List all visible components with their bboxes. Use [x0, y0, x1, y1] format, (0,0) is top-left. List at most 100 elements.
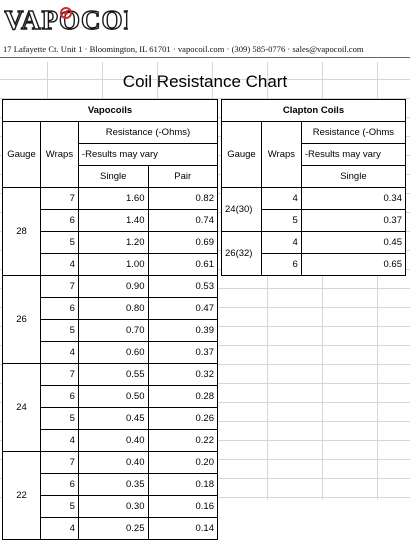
pair-value: 0.14	[147, 517, 218, 540]
single-value: 0.37	[300, 209, 407, 232]
wraps-value: 6	[39, 297, 79, 320]
table-title: Vapocoils	[2, 99, 218, 122]
column-header-gauge: Gauge	[221, 121, 262, 188]
header-row: Gauge Wraps Resistance (-Ohms)	[2, 121, 219, 188]
column-header-single: Single	[77, 165, 149, 188]
gauge-value: 22	[2, 451, 41, 540]
wraps-value: 6	[39, 209, 79, 232]
page-header: VAPOCOIL 17 Lafayette Ct. Unit 1 · Bloom…	[0, 0, 410, 62]
single-value: 0.35	[77, 473, 149, 496]
pair-value: 0.61	[147, 253, 218, 276]
pair-value: 0.69	[147, 231, 218, 254]
single-value: 0.60	[77, 341, 149, 364]
wraps-value: 6	[260, 253, 302, 276]
table-row: 6 0.35 0.18	[3, 473, 218, 496]
wraps-value: 4	[260, 231, 302, 254]
pair-value: 0.20	[147, 451, 218, 474]
wraps-value: 4	[39, 429, 79, 452]
wraps-value: 4	[260, 187, 302, 210]
gauge-value: 26	[2, 275, 41, 364]
single-value: 0.80	[77, 297, 149, 320]
single-value: 0.55	[77, 363, 149, 386]
table-row: 6 0.50 0.28	[3, 385, 218, 408]
header-row: Vapocoils	[2, 99, 218, 122]
wraps-value: 7	[39, 363, 79, 386]
vapocoil-logo: VAPOCOIL	[4, 4, 128, 35]
column-header-single: Single	[300, 165, 407, 188]
column-header-wraps: Wraps	[260, 121, 302, 188]
pair-value: 0.37	[147, 341, 218, 364]
wraps-value: 6	[39, 385, 79, 408]
column-header-resistance: Resistance (-Ohms	[300, 121, 407, 144]
table-row: 5 0.37	[222, 209, 407, 232]
single-value: 0.40	[77, 451, 149, 474]
wraps-value: 7	[39, 451, 79, 474]
wraps-value: 4	[39, 517, 79, 540]
single-value: 0.70	[77, 319, 149, 342]
single-value: 1.00	[77, 253, 149, 276]
wraps-value: 6	[39, 473, 79, 496]
gauge-value: 24	[2, 363, 41, 452]
single-value: 0.34	[300, 187, 407, 210]
pair-value: 0.28	[147, 385, 218, 408]
company-address: 17 Lafayette Ct. Unit 1 · Bloomington, I…	[3, 44, 364, 54]
table-row: 26 7 0.90 0.53	[2, 275, 218, 364]
results-note: -Results may vary	[300, 143, 407, 166]
single-value: 0.30	[77, 495, 149, 518]
single-value: 0.45	[300, 231, 407, 254]
results-note: -Results may vary	[77, 143, 219, 166]
column-header-resistance: Resistance (-Ohms)	[77, 121, 219, 144]
single-value: 0.40	[77, 429, 149, 452]
column-header-gauge: Gauge	[2, 121, 41, 188]
pair-value: 0.18	[147, 473, 218, 496]
pair-value: 0.32	[147, 363, 218, 386]
single-value: 0.50	[77, 385, 149, 408]
header-row: Gauge Wraps Resistance (-Ohms	[221, 121, 407, 188]
table-row: 6 0.65	[222, 253, 407, 276]
gauge-value: 28	[2, 187, 41, 276]
clapton-coils-table: Clapton Coils Gauge Wraps Resistance (-Ohms…	[221, 99, 407, 276]
wraps-value: 4	[39, 253, 79, 276]
svg-text:VAPOCOIL: VAPOCOIL	[4, 5, 128, 35]
pair-value: 0.47	[147, 297, 218, 320]
table-row: 5 0.70 0.39	[3, 319, 218, 342]
vapocoils-table: Vapocoils Gauge Wraps Resistance (-Ohms) -Re…	[2, 99, 219, 540]
pair-value: 0.82	[147, 187, 218, 210]
pair-value: 0.16	[147, 495, 218, 518]
single-value: 0.65	[300, 253, 407, 276]
table-row: 28 7 1.60 0.82	[2, 187, 218, 276]
wraps-value: 4	[39, 341, 79, 364]
table-row: 24(30) 4 0.34	[221, 187, 407, 232]
header-divider	[0, 57, 410, 58]
wraps-value: 5	[39, 231, 79, 254]
table-row: 24 7 0.55 0.32	[2, 363, 218, 452]
header-row: Single Pair	[3, 165, 218, 188]
single-value: 1.40	[77, 209, 149, 232]
single-value: 0.25	[77, 517, 149, 540]
pair-value: 0.39	[147, 319, 218, 342]
table-row: 6 0.80 0.47	[3, 297, 218, 320]
wraps-value: 5	[260, 209, 302, 232]
single-value: 1.60	[77, 187, 149, 210]
wraps-value: 5	[39, 495, 79, 518]
column-header-pair: Pair	[147, 165, 218, 188]
gauge-value: 24(30)	[221, 187, 262, 232]
header-row: Clapton Coils	[221, 99, 406, 122]
table-row: 5 1.20 0.69	[3, 231, 218, 254]
table-row: 4 0.40 0.22	[3, 429, 218, 452]
pair-value: 0.74	[147, 209, 218, 232]
pair-value: 0.22	[147, 429, 218, 452]
wraps-value: 7	[39, 187, 79, 210]
wraps-value: 7	[39, 275, 79, 298]
single-value: 0.90	[77, 275, 149, 298]
pair-value: 0.26	[147, 407, 218, 430]
table-row: 4 1.00 0.61	[3, 253, 218, 276]
table-row: 22 7 0.40 0.20	[2, 451, 218, 540]
page-title: Coil Resistance Chart	[122, 72, 288, 91]
column-header-wraps: Wraps	[39, 121, 79, 188]
table-row: 4 0.60 0.37	[3, 341, 218, 364]
gauge-value: 26(32)	[221, 231, 262, 276]
single-value: 1.20	[77, 231, 149, 254]
wraps-value: 5	[39, 319, 79, 342]
wraps-value: 5	[39, 407, 79, 430]
